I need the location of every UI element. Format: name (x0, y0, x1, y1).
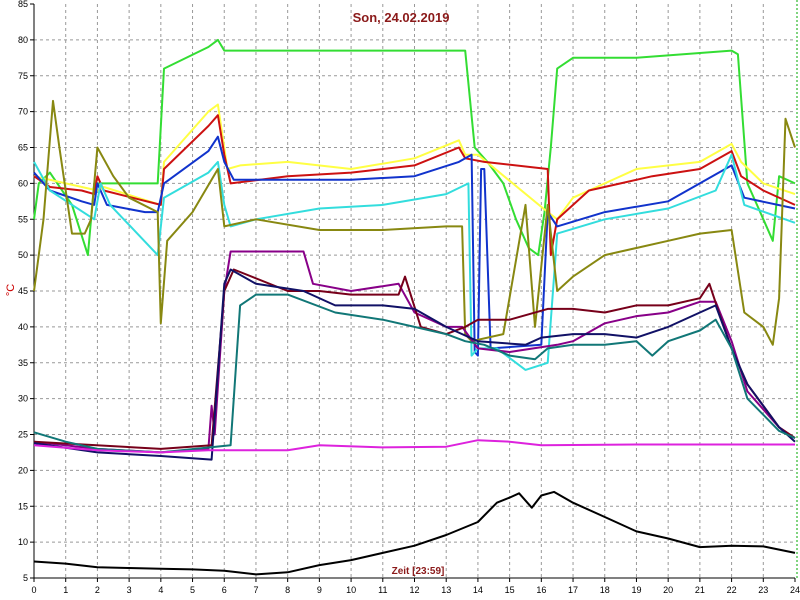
series-line-11 (33, 439, 795, 454)
x-tick-label: 19 (631, 585, 641, 595)
y-tick-label: 35 (18, 358, 28, 368)
y-tick-label: 45 (18, 286, 28, 296)
series-line-10 (33, 293, 796, 454)
x-tick-label: 2 (95, 585, 100, 595)
x-tick-label: 9 (317, 585, 322, 595)
x-tick-label: 1 (63, 585, 68, 595)
x-axis-label: Zeit [23:59] (392, 566, 445, 577)
y-tick-label: 85 (18, 0, 28, 9)
y-tick-label: 50 (18, 250, 28, 260)
x-tick-label: 10 (346, 585, 356, 595)
x-tick-label: 4 (158, 585, 163, 595)
series-lines (33, 38, 796, 576)
x-tick-label: 21 (695, 585, 705, 595)
x-tick-label: 22 (727, 585, 737, 595)
x-tick-label: 17 (568, 585, 578, 595)
x-tick-label: 5 (190, 585, 195, 595)
x-tick-label: 18 (600, 585, 610, 595)
x-tick-label: 15 (505, 585, 515, 595)
y-axis-label: °C (5, 284, 17, 296)
y-tick-label: 60 (18, 178, 28, 188)
x-tick-label: 12 (409, 585, 419, 595)
x-tick-label: 3 (127, 585, 132, 595)
x-tick-label: 7 (253, 585, 258, 595)
series-line-1 (33, 38, 796, 257)
y-tick-label: 75 (18, 71, 28, 81)
y-tick-label: 30 (18, 394, 28, 404)
y-tick-label: 25 (18, 430, 28, 440)
x-tick-label: 13 (441, 585, 451, 595)
chart-title: Son, 24.02.2019 (353, 10, 450, 25)
y-tick-label: 80 (18, 35, 28, 45)
x-tick-label: 6 (222, 585, 227, 595)
x-tick-label: 24 (790, 585, 800, 595)
y-tick-label: 55 (18, 214, 28, 224)
series-line-8 (33, 268, 796, 450)
x-tick-label: 8 (285, 585, 290, 595)
y-tick-label: 5 (23, 573, 28, 583)
series-line-6 (33, 99, 796, 346)
y-tick-label: 65 (18, 143, 28, 153)
x-tick-label: 11 (378, 585, 387, 595)
tick-labels: 0 1 2 3 4 5 6 7 8 9 10 11 12 13 14 15 16 17 18 19 20 21 22 23 24… (18, 0, 800, 595)
x-tick-label: 16 (536, 585, 546, 595)
y-tick-label: 40 (18, 322, 28, 332)
x-tick-label: 23 (758, 585, 768, 595)
series-line-5 (33, 153, 796, 371)
x-tick-label: 0 (31, 585, 36, 595)
y-tick-label: 20 (18, 465, 28, 475)
series-line-9 (33, 268, 796, 461)
x-tick-label: 20 (663, 585, 673, 595)
series-line-2 (33, 103, 796, 221)
series-line-12 (33, 490, 796, 576)
y-tick-label: 15 (18, 501, 28, 511)
y-tick-label: 70 (18, 107, 28, 117)
x-tick-label: 14 (473, 585, 483, 595)
series-line-4 (33, 135, 796, 357)
y-tick-label: 10 (18, 537, 28, 547)
